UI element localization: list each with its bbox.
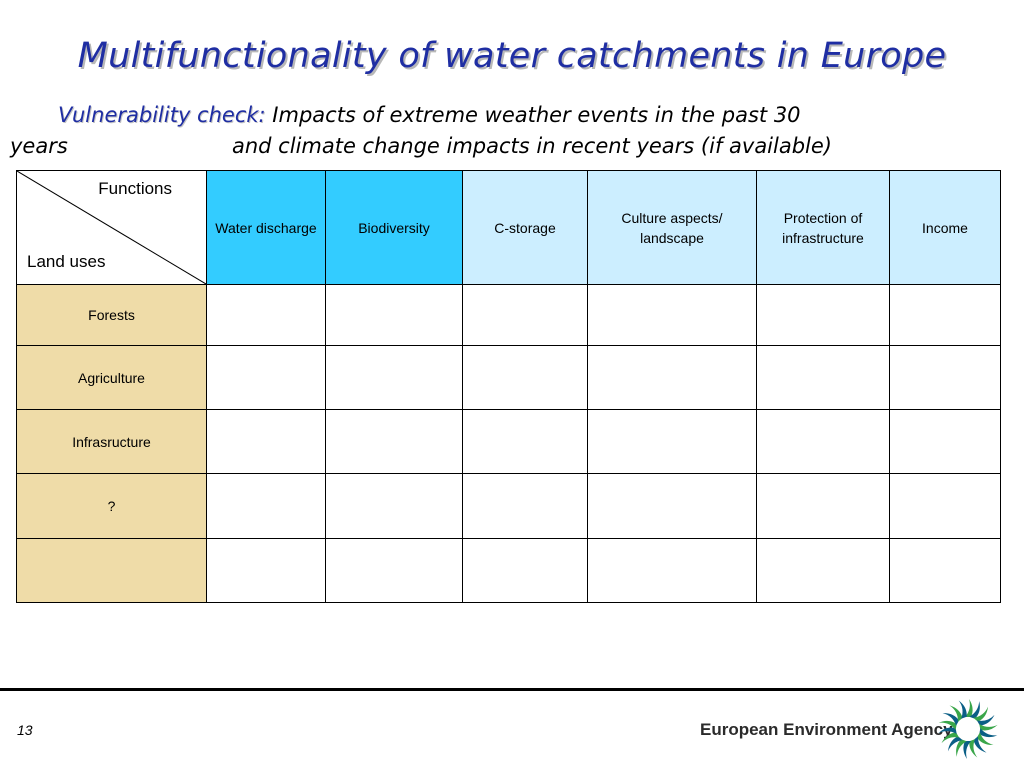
table-cell [325, 284, 463, 346]
logo-ray [938, 727, 957, 735]
logo-ray [969, 739, 978, 758]
corner-diagonal-line [17, 171, 206, 284]
row-header-infrastructure: Infrasructure [16, 409, 207, 474]
table-cell [206, 284, 326, 346]
table-cell [587, 473, 757, 539]
table-cell [756, 409, 890, 474]
table-cell [889, 538, 1001, 603]
logo-ray [969, 701, 980, 719]
table-cell [756, 473, 890, 539]
table-cell [206, 538, 326, 603]
table-cell [587, 409, 757, 474]
table-cell [462, 473, 588, 539]
table-cell [587, 345, 757, 410]
table-cell [462, 284, 588, 346]
page-number: 13 [17, 722, 33, 738]
table-row: Infrasructure [16, 409, 1001, 474]
functions-land-uses-table: Functions Land uses Water discharge Biod… [16, 170, 1001, 603]
table-cell [587, 538, 757, 603]
logo-ray [947, 736, 963, 752]
table-corner-cell: Functions Land uses [16, 170, 207, 285]
corner-land-uses-label: Land uses [27, 252, 106, 271]
column-header-protection-infrastructure: Protection of infrastructure [756, 170, 890, 285]
logo-ray [949, 705, 963, 722]
eea-sun-logo-icon [938, 699, 998, 759]
slide-title: Multifunctionality of water catchments i… [77, 36, 947, 76]
row-header-agriculture: Agriculture [16, 345, 207, 410]
logo-ray [963, 741, 971, 759]
column-header-culture-landscape: Culture aspects/ landscape [587, 170, 757, 285]
logo-ray [942, 713, 960, 726]
corner-functions-label: Functions [98, 179, 172, 198]
table-cell [889, 473, 1001, 539]
logo-center [959, 720, 977, 738]
subtitle-line-1: Vulnerability check: Impacts of extreme … [58, 100, 801, 131]
table-cell [889, 284, 1001, 346]
header-row: Functions Land uses Water discharge Biod… [16, 170, 1001, 285]
logo-ray [973, 736, 987, 753]
table-cell [325, 345, 463, 410]
logo-ray [979, 728, 998, 738]
table-cell [206, 473, 326, 539]
table-cell [756, 345, 890, 410]
logo-ray [976, 732, 994, 745]
logo-ray [979, 723, 998, 731]
table-cell [462, 345, 588, 410]
logo-ray [941, 732, 960, 744]
column-header-income: Income [889, 170, 1001, 285]
table-row: Agriculture [16, 345, 1001, 410]
column-header-c-storage: C-storage [462, 170, 588, 285]
subtitle-text-2-start: years [10, 134, 68, 158]
table-cell [587, 284, 757, 346]
table-cell [756, 538, 890, 603]
table-cell [756, 284, 890, 346]
column-header-water-discharge: Water discharge [206, 170, 326, 285]
table-cell [206, 345, 326, 410]
column-header-biodiversity: Biodiversity [325, 170, 463, 285]
table-cell [325, 538, 463, 603]
logo-ray [973, 706, 989, 722]
table-cell [325, 409, 463, 474]
subtitle-text-2-rest: and climate change impacts in recent yea… [232, 134, 832, 158]
table-cell [462, 409, 588, 474]
subtitle-lead: Vulnerability check: [58, 103, 266, 127]
logo-ray [976, 714, 995, 726]
table-row [16, 538, 1001, 603]
table-row: ? [16, 473, 1001, 539]
table-cell [889, 345, 1001, 410]
footer-divider [0, 688, 1024, 691]
logo-ray [956, 739, 967, 757]
row-header-empty [16, 538, 207, 603]
logo-ray [965, 699, 973, 717]
logo-ray [938, 720, 957, 730]
logo-ray [958, 700, 967, 719]
row-header-forests: Forests [16, 284, 207, 346]
agency-name: European Environment Agency [700, 720, 953, 739]
table-cell [206, 409, 326, 474]
row-header-question: ? [16, 473, 207, 539]
table-cell [325, 473, 463, 539]
table-row: Forests [16, 284, 1001, 346]
table-cell [462, 538, 588, 603]
subtitle-text-1: Impacts of extreme weather events in the… [272, 103, 801, 127]
table-cell [889, 409, 1001, 474]
